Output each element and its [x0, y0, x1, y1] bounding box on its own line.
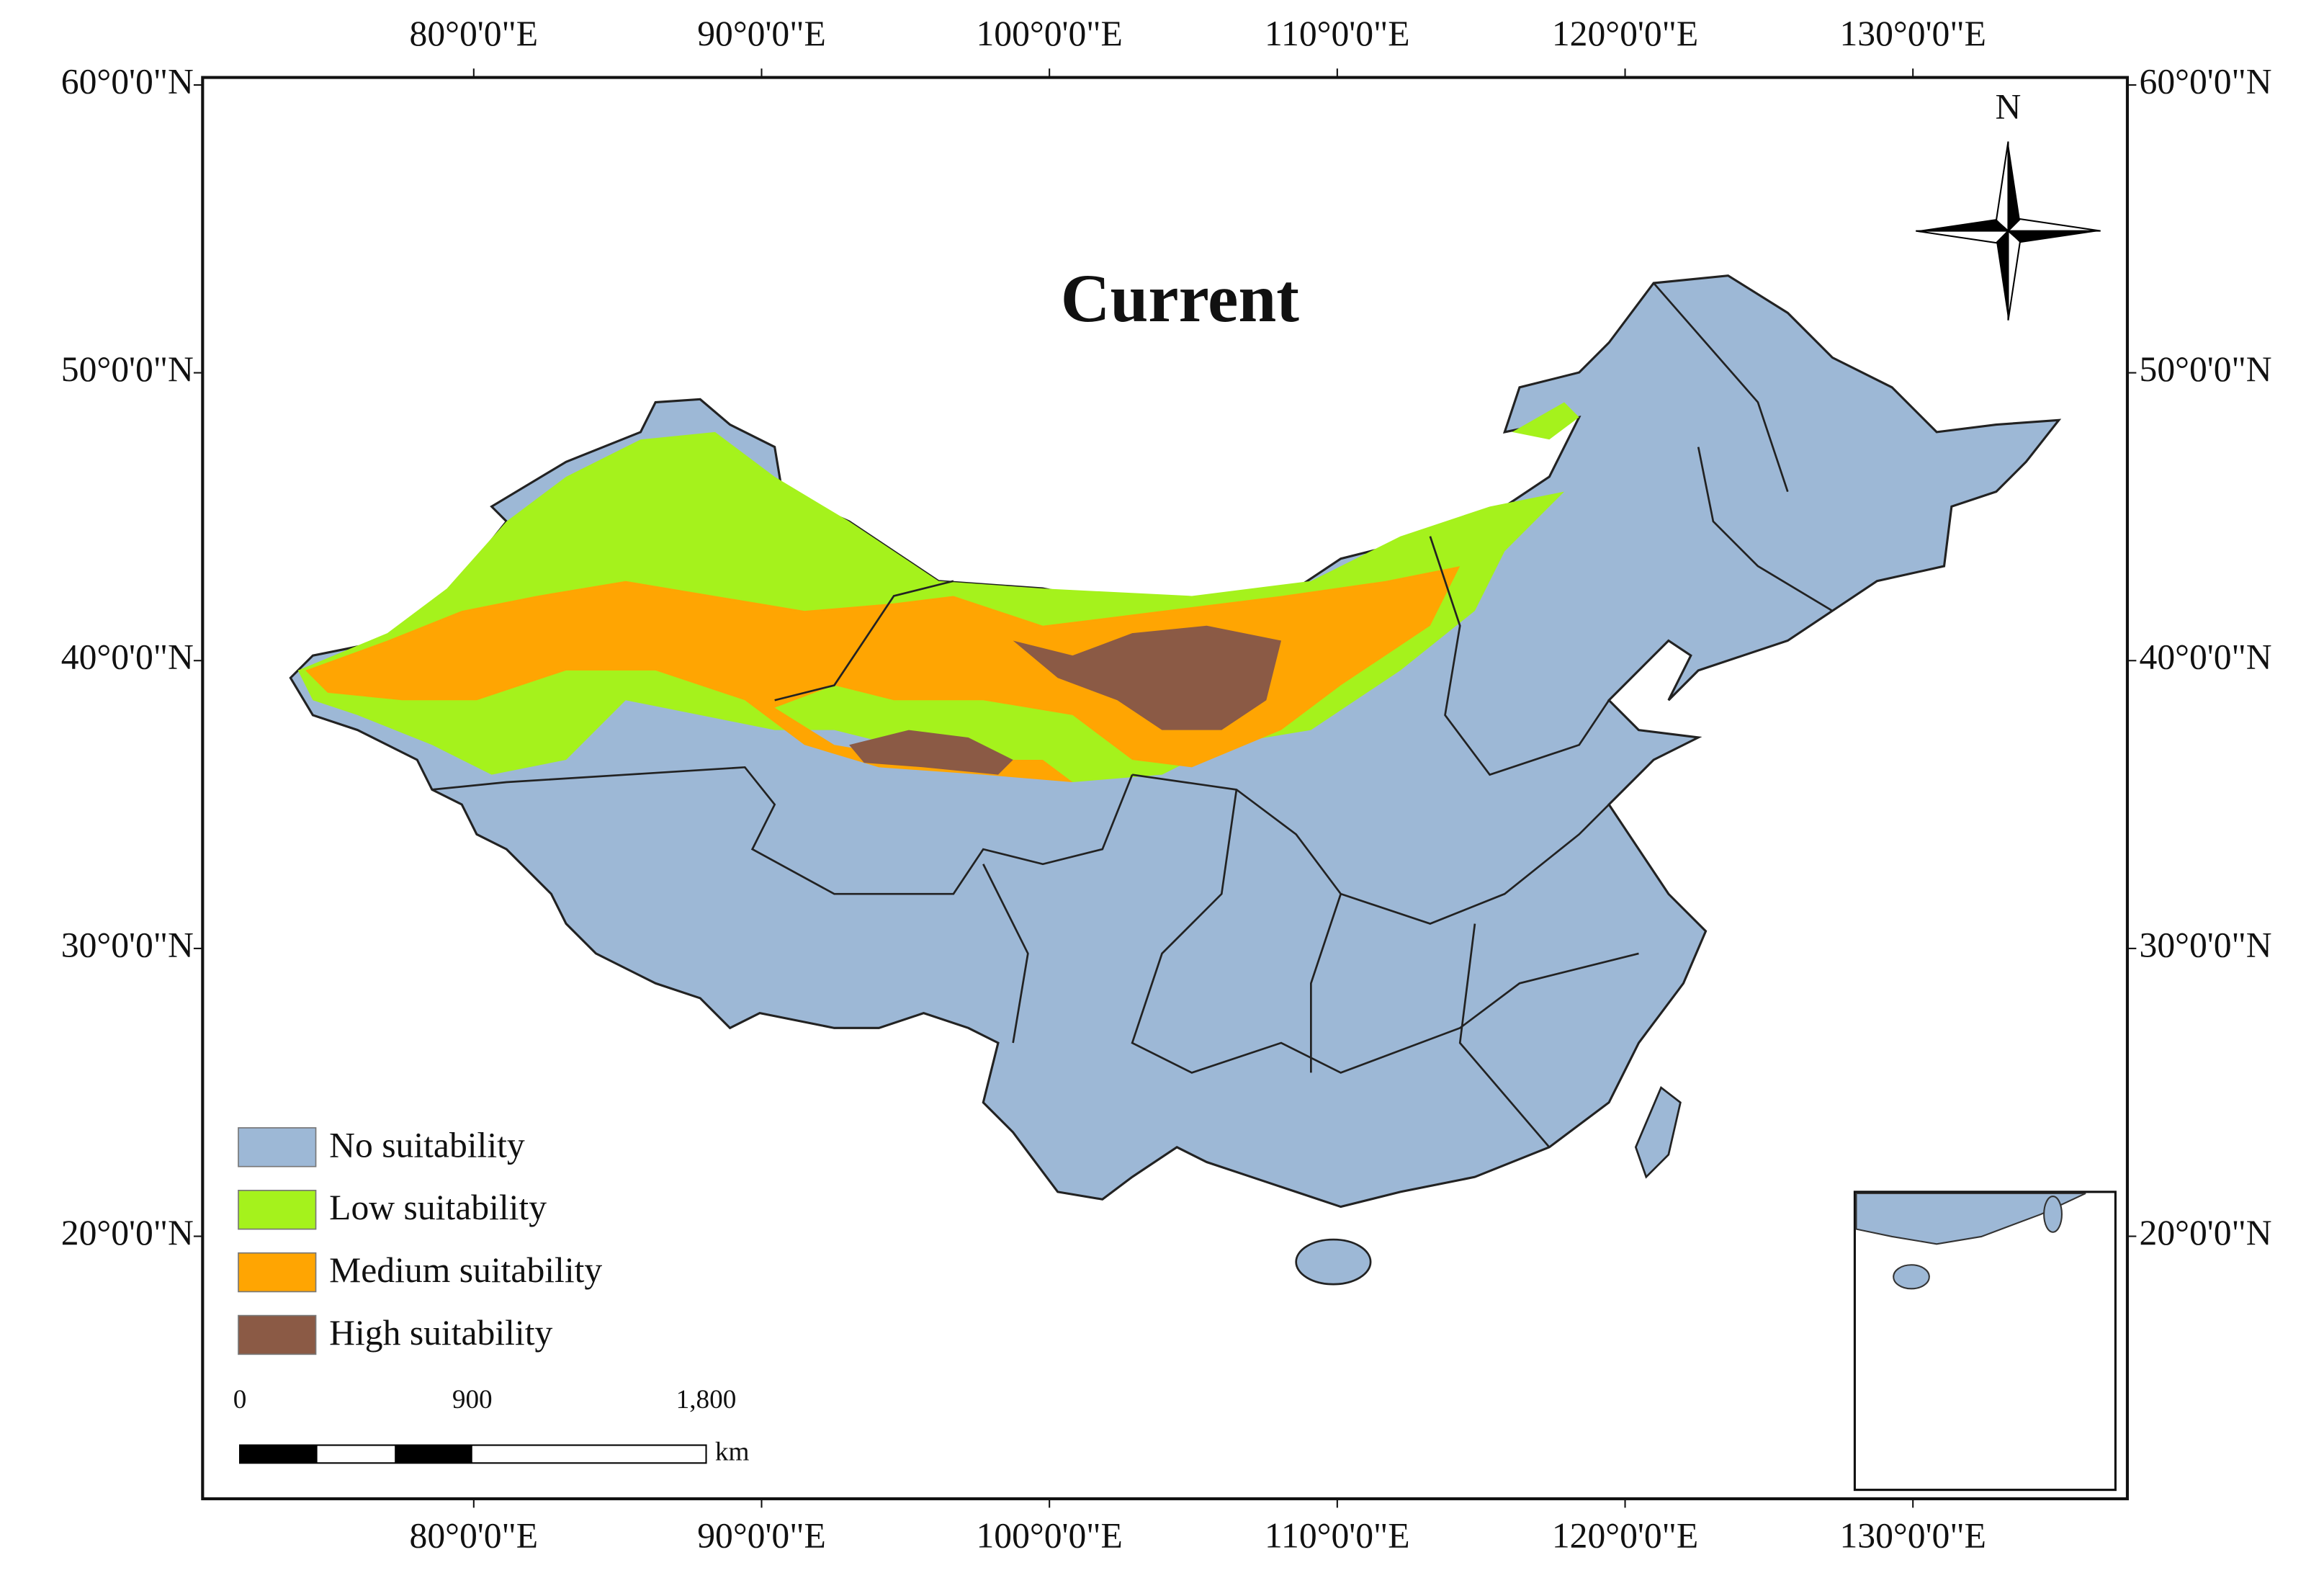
legend-swatch: [238, 1314, 317, 1355]
taiwan: [1634, 1085, 1682, 1179]
x-tick-label: 120°0'0"E: [1552, 1515, 1698, 1555]
inset-map: [1853, 1191, 2117, 1492]
legend-swatch: [238, 1252, 317, 1293]
province-boundary: [1429, 282, 1834, 776]
y-tick-label: 30°0'0"N: [61, 925, 194, 964]
scale-label: 900: [452, 1385, 493, 1415]
province-boundary: [774, 580, 1610, 1044]
x-tick-label: 120°0'0"E: [1552, 14, 1698, 53]
y-tick-label: 40°0'0"N: [2140, 637, 2272, 677]
y-tick-label: 60°0'0"N: [2140, 61, 2272, 101]
high-suitability-zone: [849, 730, 1013, 775]
y-tick-label: 40°0'0"N: [61, 637, 194, 677]
x-tick-label: 90°0'0"E: [697, 1515, 826, 1555]
low-suitability-zone: [1512, 402, 1579, 440]
legend-label: No suitability: [329, 1125, 525, 1165]
north-arrow: [1916, 141, 2101, 320]
x-tick-label: 130°0'0"E: [1839, 14, 1986, 53]
map-title: Current: [1061, 260, 1299, 336]
province-boundary: [1131, 789, 1639, 1148]
x-tick-label: 110°0'0"E: [1265, 14, 1410, 53]
x-tick-label: 90°0'0"E: [697, 14, 826, 53]
high-suitability-zone: [1013, 625, 1281, 730]
y-tick-label: 20°0'0"N: [61, 1213, 194, 1252]
x-tick-label: 80°0'0"E: [410, 14, 539, 53]
legend-swatch: [238, 1127, 317, 1167]
scale-label: 1,800: [676, 1385, 737, 1415]
scale-bar: [239, 1444, 707, 1464]
y-tick-label: 50°0'0"N: [2140, 349, 2272, 389]
legend-label: Low suitability: [329, 1188, 547, 1227]
y-tick-label: 60°0'0"N: [61, 61, 194, 101]
x-tick-label: 130°0'0"E: [1839, 1515, 1986, 1555]
legend-label: High suitability: [329, 1313, 552, 1353]
scale-label: 0: [233, 1385, 247, 1415]
y-tick-label: 50°0'0"N: [61, 349, 194, 389]
x-tick-label: 100°0'0"E: [976, 1515, 1122, 1555]
legend-swatch: [238, 1189, 317, 1230]
map-layer: 80°0'0"E 80°0'0"E 90°0'0"E 90°0'0"E 100°0'0"…: [61, 14, 2272, 1555]
x-tick-label: 110°0'0"E: [1265, 1515, 1410, 1555]
legend-label: Medium suitability: [329, 1250, 602, 1290]
y-tick-label: 20°0'0"N: [2140, 1213, 2272, 1252]
north-label: N: [1996, 86, 2022, 126]
province-boundary: [431, 766, 1134, 895]
hainan: [1295, 1238, 1372, 1286]
x-tick-label: 80°0'0"E: [410, 1515, 539, 1555]
x-tick-label: 100°0'0"E: [976, 14, 1122, 53]
y-tick-label: 30°0'0"N: [2140, 925, 2272, 964]
scale-unit: km: [715, 1438, 750, 1467]
